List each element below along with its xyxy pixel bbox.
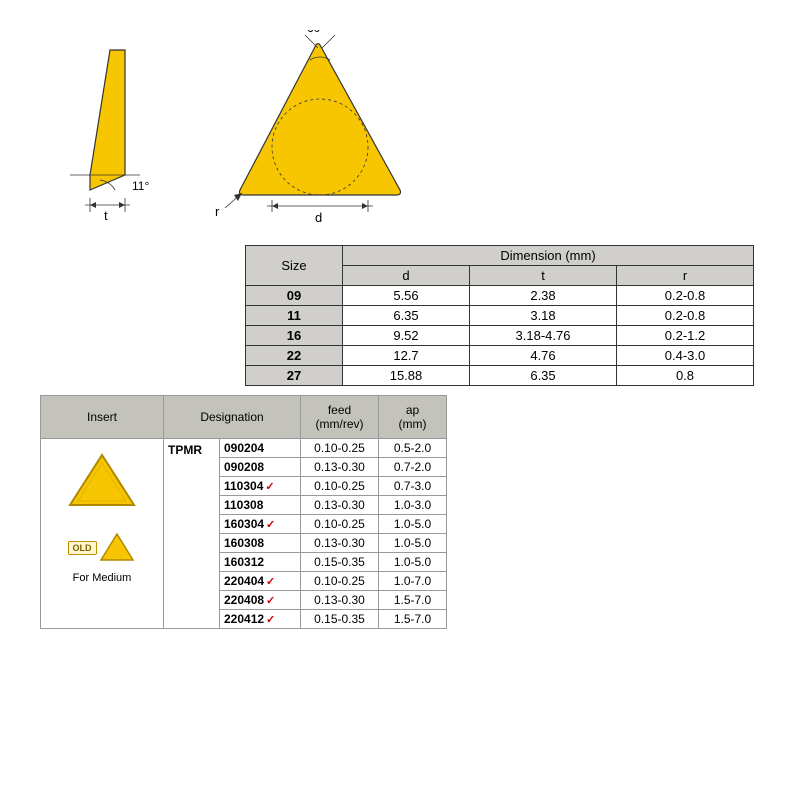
size-row: 2212.74.760.4-3.0 bbox=[246, 346, 754, 366]
ap-value: 1.0-7.0 bbox=[379, 572, 447, 591]
size-value: 27 bbox=[246, 366, 343, 386]
col-t: t bbox=[470, 266, 617, 286]
feed-header: feed (mm/rev) bbox=[301, 396, 379, 439]
check-icon: ✓ bbox=[266, 595, 275, 607]
size-header: Size bbox=[246, 246, 343, 286]
t-value: 4.76 bbox=[470, 346, 617, 366]
t-value: 3.18 bbox=[470, 306, 617, 326]
designation-code: 220404✓ bbox=[220, 572, 301, 591]
insert-header: Insert bbox=[41, 396, 164, 439]
old-badge: OLD bbox=[68, 541, 97, 555]
angle-side-label: 11° bbox=[132, 179, 149, 193]
check-icon: ✓ bbox=[265, 481, 274, 493]
designation-code: 220408✓ bbox=[220, 591, 301, 610]
ap-value: 0.7-3.0 bbox=[379, 477, 447, 496]
r-value: 0.2-0.8 bbox=[617, 306, 754, 326]
size-row: 116.353.180.2-0.8 bbox=[246, 306, 754, 326]
designation-code: 160312 bbox=[220, 553, 301, 572]
r-value: 0.2-1.2 bbox=[617, 326, 754, 346]
label-r: r bbox=[215, 204, 220, 219]
insert-icon-cell: OLD For Medium bbox=[41, 439, 164, 629]
feed-value: 0.10-0.25 bbox=[301, 572, 379, 591]
d-value: 6.35 bbox=[343, 306, 470, 326]
r-value: 0.2-0.8 bbox=[617, 286, 754, 306]
check-icon: ✓ bbox=[266, 614, 275, 626]
d-value: 15.88 bbox=[343, 366, 470, 386]
feed-value: 0.13-0.30 bbox=[301, 458, 379, 477]
ap-value: 1.0-5.0 bbox=[379, 534, 447, 553]
feed-value: 0.10-0.25 bbox=[301, 439, 379, 458]
size-value: 16 bbox=[246, 326, 343, 346]
dimension-header: Dimension (mm) bbox=[343, 246, 754, 266]
r-value: 0.8 bbox=[617, 366, 754, 386]
t-value: 2.38 bbox=[470, 286, 617, 306]
r-value: 0.4-3.0 bbox=[617, 346, 754, 366]
size-dimension-table: Size Dimension (mm) d t r 095.562.380.2-… bbox=[245, 245, 754, 386]
designation-code: 110308 bbox=[220, 496, 301, 515]
feed-value: 0.13-0.30 bbox=[301, 591, 379, 610]
label-t: t bbox=[104, 208, 108, 223]
check-icon: ✓ bbox=[266, 576, 275, 588]
designation-code: 160304✓ bbox=[220, 515, 301, 534]
size-row: 095.562.380.2-0.8 bbox=[246, 286, 754, 306]
designation-code: 220412✓ bbox=[220, 610, 301, 629]
insert-diagram: 11° t 60° r d bbox=[60, 30, 460, 250]
feed-value: 0.13-0.30 bbox=[301, 534, 379, 553]
size-value: 11 bbox=[246, 306, 343, 326]
feed-value: 0.10-0.25 bbox=[301, 477, 379, 496]
designation-code: 110304✓ bbox=[220, 477, 301, 496]
d-value: 5.56 bbox=[343, 286, 470, 306]
ap-value: 1.5-7.0 bbox=[379, 591, 447, 610]
designation-code: 090204 bbox=[220, 439, 301, 458]
size-value: 09 bbox=[246, 286, 343, 306]
ap-value: 1.5-7.0 bbox=[379, 610, 447, 629]
ap-value: 1.0-5.0 bbox=[379, 553, 447, 572]
check-icon: ✓ bbox=[266, 519, 275, 531]
feed-value: 0.15-0.35 bbox=[301, 553, 379, 572]
insert-designation-table: Insert Designation feed (mm/rev) ap (mm)… bbox=[40, 395, 447, 629]
d-value: 9.52 bbox=[343, 326, 470, 346]
feed-value: 0.13-0.30 bbox=[301, 496, 379, 515]
size-row: 2715.886.350.8 bbox=[246, 366, 754, 386]
t-value: 6.35 bbox=[470, 366, 617, 386]
designation-code: 160308 bbox=[220, 534, 301, 553]
designation-header: Designation bbox=[164, 396, 301, 439]
ap-header: ap (mm) bbox=[379, 396, 447, 439]
ap-value: 0.7-2.0 bbox=[379, 458, 447, 477]
d-value: 12.7 bbox=[343, 346, 470, 366]
size-value: 22 bbox=[246, 346, 343, 366]
insert-usage-label: For Medium bbox=[47, 572, 157, 584]
ap-value: 1.0-5.0 bbox=[379, 515, 447, 534]
insert-triangle-small-icon bbox=[97, 530, 137, 566]
col-r: r bbox=[617, 266, 754, 286]
size-row: 169.523.18-4.760.2-1.2 bbox=[246, 326, 754, 346]
label-d: d bbox=[315, 210, 322, 225]
feed-value: 0.10-0.25 bbox=[301, 515, 379, 534]
designation-code: 090208 bbox=[220, 458, 301, 477]
angle-top-label: 60° bbox=[307, 30, 325, 35]
ap-value: 0.5-2.0 bbox=[379, 439, 447, 458]
ap-value: 1.0-3.0 bbox=[379, 496, 447, 515]
insert-type: TPMR bbox=[164, 439, 220, 629]
insert-row: OLDFor MediumTPMR0902040.10-0.250.5-2.0 bbox=[41, 439, 447, 458]
insert-triangle-icon bbox=[62, 447, 142, 527]
feed-value: 0.15-0.35 bbox=[301, 610, 379, 629]
col-d: d bbox=[343, 266, 470, 286]
t-value: 3.18-4.76 bbox=[470, 326, 617, 346]
